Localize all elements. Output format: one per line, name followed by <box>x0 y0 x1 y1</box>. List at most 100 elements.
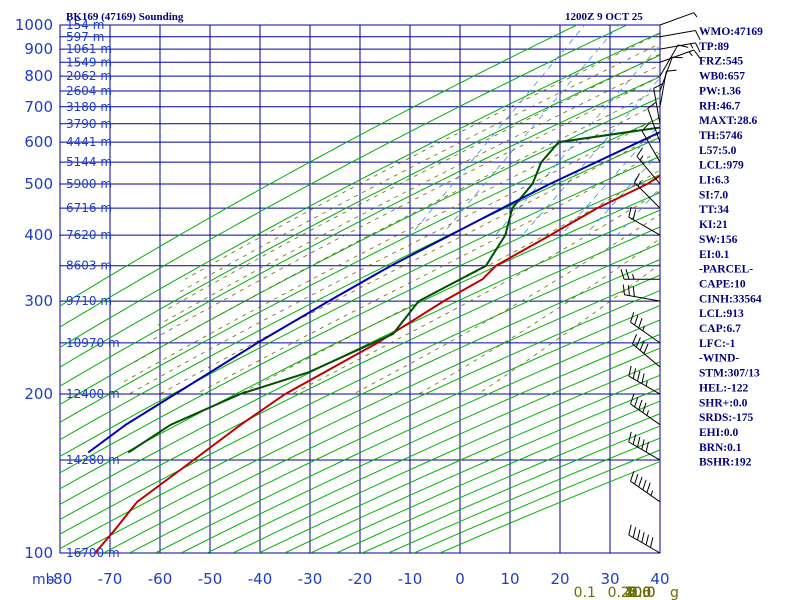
barb-feather <box>628 365 632 377</box>
wind-barbs <box>620 12 701 554</box>
mixing-ratio-line <box>561 123 660 236</box>
barb-feather <box>645 441 649 453</box>
height-label: 14280 m <box>66 453 120 467</box>
pressure-tick-label: 400 <box>24 226 53 244</box>
moist-adiabat <box>159 132 660 395</box>
profile-series <box>87 126 660 553</box>
barb-staff <box>624 294 661 302</box>
height-label: 16700 m <box>66 546 120 560</box>
pressure-tick-label: 900 <box>24 40 53 58</box>
wind-barb <box>628 524 661 554</box>
dry-adiabat <box>180 333 660 553</box>
moist-adiabat <box>157 64 660 326</box>
barb-feather <box>622 284 625 295</box>
moist-adiabat <box>477 263 660 395</box>
barb-half-feather <box>642 325 645 331</box>
mixing-ratio-line <box>585 151 660 236</box>
temp-tick-label: -50 <box>198 570 223 588</box>
barb-staff <box>659 42 696 50</box>
barb-feather <box>630 393 635 405</box>
barb-feather <box>632 368 637 379</box>
thermo-lines <box>60 14 800 553</box>
barb-staff <box>634 182 661 209</box>
height-label: 12400 m <box>66 387 120 401</box>
wind-barb <box>653 83 664 124</box>
moist-adiabat <box>291 190 660 395</box>
height-label: 2604 m <box>66 84 112 98</box>
wind-barb <box>620 269 661 280</box>
barb-feather <box>637 436 641 448</box>
index-value: LI:6.3 <box>699 175 730 187</box>
dry-adiabat <box>60 25 579 307</box>
wind-barb <box>634 173 661 209</box>
height-label: 3180 m <box>66 100 112 114</box>
index-value: -PARCEL- <box>699 264 753 276</box>
index-value: LCL:979 <box>699 160 744 172</box>
wind-barb <box>628 431 661 461</box>
dry-adiabat <box>60 97 660 405</box>
barb-feather <box>693 49 701 59</box>
dry-adiabat <box>60 209 660 505</box>
barb-feather <box>666 69 677 72</box>
parcel-line <box>87 131 660 454</box>
index-value: STM:307/13 <box>699 368 760 380</box>
barb-half-feather <box>693 12 698 18</box>
barb-staff <box>636 156 661 185</box>
mixing-ratio-label: 3.0 <box>629 585 651 600</box>
wind-barb <box>630 471 661 503</box>
indices-panel: WMO:47169 TP:89 FRZ:545 WB0:657 PW:1.36 RH:46… <box>699 26 763 469</box>
dry-adiabat <box>60 76 660 387</box>
index-value: RH:46.7 <box>699 100 740 112</box>
barb-feather <box>630 471 635 482</box>
mixing-ratio-line <box>495 44 660 236</box>
barb-feather <box>695 42 701 53</box>
index-value: SW:156 <box>699 234 738 246</box>
index-value: LFC:-1 <box>699 338 736 350</box>
moist-adiabat <box>167 53 660 310</box>
index-value: WMO:47169 <box>699 26 763 38</box>
height-label: 1549 m <box>66 55 112 69</box>
pressure-tick-label: 300 <box>24 292 53 310</box>
barb-staff <box>632 343 661 368</box>
barb-feather <box>632 434 637 445</box>
grid <box>59 24 661 554</box>
index-value: SI:7.0 <box>699 189 728 201</box>
index-value: FRZ:545 <box>699 56 743 68</box>
dry-adiabat <box>60 25 629 328</box>
mixing-ratio-line <box>763 14 800 235</box>
dry-adiabat <box>60 32 660 348</box>
barb-feather <box>634 315 639 326</box>
dry-adiabat <box>60 136 660 441</box>
dry-adiabat <box>129 304 660 553</box>
barb-staff <box>659 12 694 26</box>
height-label: 4441 m <box>66 135 112 149</box>
dry-adiabat <box>60 226 660 521</box>
height-label: 9710 m <box>66 294 112 308</box>
index-value: SRDS:-175 <box>699 412 754 424</box>
moist-adiabat <box>146 76 660 344</box>
wind-barb <box>659 49 701 63</box>
barb-staff <box>659 56 673 92</box>
temp-tick-label: 40 <box>650 570 669 588</box>
height-label: 10970 m <box>66 336 120 350</box>
temp-tick-label: -20 <box>348 570 373 588</box>
dry-adiabat <box>60 117 660 423</box>
index-value: PW:1.36 <box>699 85 741 97</box>
barb-staff <box>659 30 696 38</box>
height-label: 8603 m <box>66 259 112 273</box>
barb-half-feather <box>632 274 635 280</box>
index-value: WB0:657 <box>699 71 745 83</box>
barb-feather <box>630 312 635 323</box>
barb-staff <box>647 108 661 143</box>
index-value: CAP:6.7 <box>699 323 741 335</box>
mixing-ratio-label: 1.0 <box>629 585 651 600</box>
mixing-ratio-label: 20.0 <box>624 585 655 600</box>
mixing-ratio-unit: g <box>670 585 679 600</box>
barb-feather <box>636 147 644 157</box>
height-label: 3790 m <box>66 117 112 131</box>
mixing-ratio-label: 40.0 <box>624 585 655 600</box>
mixing-ratio-line <box>522 77 660 236</box>
temp-tick-label: 10 <box>500 570 519 588</box>
